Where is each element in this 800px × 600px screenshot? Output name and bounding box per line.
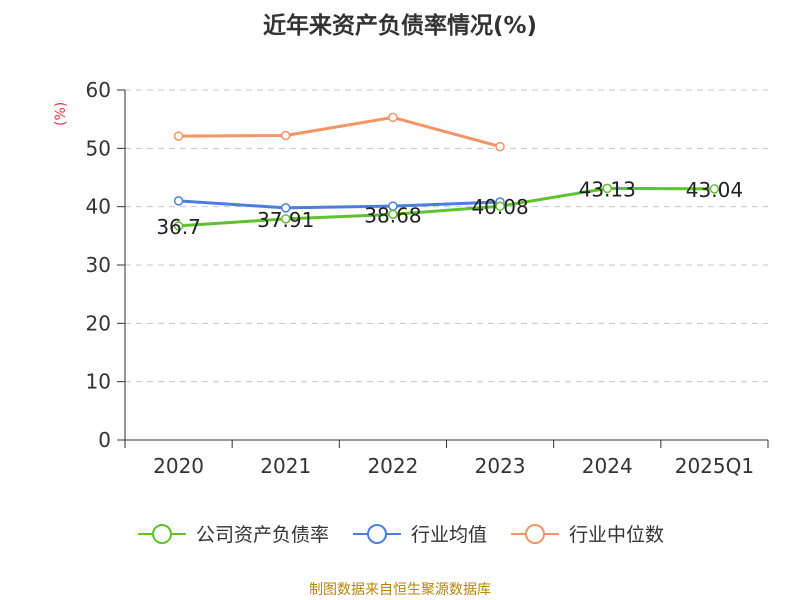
legend-label: 行业均值 bbox=[410, 524, 487, 546]
legend: 公司资产负债率 行业均值 行业中位数 bbox=[0, 520, 800, 547]
data-label: 38.68 bbox=[364, 203, 421, 227]
legend-item: 行业中位数 bbox=[509, 520, 664, 547]
source-note: 制图数据来自恒生聚源数据库 bbox=[309, 582, 491, 598]
y-tick-label: 20 bbox=[86, 311, 111, 335]
data-point bbox=[495, 141, 505, 152]
data-label: 37.91 bbox=[257, 208, 314, 232]
series-line bbox=[178, 199, 501, 210]
data-point bbox=[281, 203, 291, 213]
data-point bbox=[281, 214, 291, 224]
legend-marker-icon bbox=[137, 523, 186, 544]
data-point bbox=[709, 184, 720, 194]
y-tick-label: 60 bbox=[86, 78, 111, 102]
data-point bbox=[495, 201, 505, 211]
series-line bbox=[178, 115, 501, 149]
x-tick-label: 2025Q1 bbox=[675, 454, 754, 478]
data-point bbox=[173, 221, 184, 231]
data-point bbox=[173, 196, 184, 206]
x-tick-label: 2022 bbox=[367, 454, 418, 478]
data-label: 36.7 bbox=[156, 215, 201, 239]
chart-title: 近年来资产负债率情况(%) bbox=[262, 13, 538, 39]
legend-label: 行业中位数 bbox=[569, 524, 665, 546]
legend-item: 公司资产负债率 bbox=[136, 520, 329, 547]
x-tick-label: 2023 bbox=[475, 454, 526, 478]
data-point bbox=[388, 112, 398, 123]
legend-item: 行业均值 bbox=[351, 520, 487, 547]
series-lines bbox=[178, 115, 715, 228]
y-tick-label: 50 bbox=[86, 136, 111, 160]
data-point bbox=[388, 209, 398, 220]
series-points bbox=[173, 112, 720, 231]
y-tick-label: 40 bbox=[86, 195, 111, 219]
data-labels: 36.7 37.91 38.68 40.08 43.13 43.04 bbox=[156, 177, 743, 239]
series-line bbox=[178, 186, 715, 228]
data-label: 43.04 bbox=[686, 178, 743, 202]
y-tick-label: 30 bbox=[86, 253, 111, 277]
axes: 0 10 20 30 40 50 60 2020 2021 2022 2023 2024 2025Q1 bbox=[86, 78, 769, 478]
legend-label: 公司资产负债率 bbox=[195, 524, 329, 546]
data-point bbox=[173, 131, 184, 141]
data-point bbox=[602, 183, 612, 194]
x-tick-label: 2021 bbox=[260, 454, 311, 478]
data-point bbox=[281, 130, 291, 141]
y-tick-label: 0 bbox=[98, 428, 111, 452]
y-tick-label: 10 bbox=[86, 370, 111, 394]
data-label: 40.08 bbox=[471, 195, 528, 219]
x-tick-label: 2020 bbox=[153, 454, 204, 478]
data-label: 43.13 bbox=[579, 177, 636, 201]
grid-lines bbox=[125, 89, 768, 383]
legend-marker-icon bbox=[352, 523, 401, 544]
x-tick-label: 2024 bbox=[582, 454, 633, 478]
legend-marker-icon bbox=[511, 523, 559, 544]
